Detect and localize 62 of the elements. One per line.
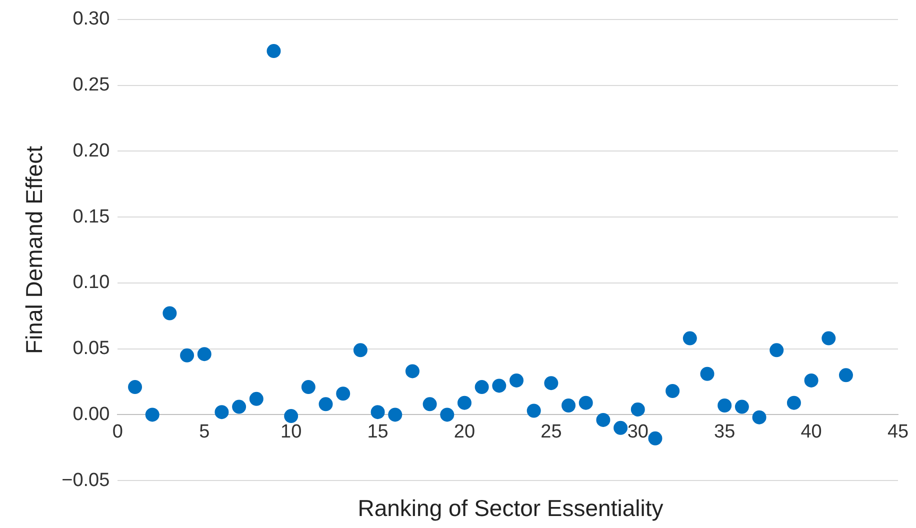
x-tick-label: 40: [800, 421, 822, 442]
point: [388, 408, 402, 422]
y-tick-label: 0.25: [72, 74, 110, 96]
point: [682, 331, 697, 346]
point: [804, 373, 818, 388]
point: [370, 405, 385, 420]
point: [614, 420, 628, 435]
point: [770, 343, 784, 358]
point: [180, 348, 194, 362]
point: [284, 409, 298, 424]
point: [578, 396, 593, 410]
point: [197, 347, 212, 362]
point: [544, 376, 558, 390]
point: [474, 380, 489, 394]
x-tick-label: 10: [280, 421, 302, 442]
point: [422, 397, 437, 412]
point: [301, 380, 316, 394]
x-tick-label: 5: [199, 421, 210, 442]
y-tick-label: 0.15: [72, 206, 110, 228]
y-tick-label: 0.20: [72, 140, 110, 162]
x-tick-label: 45: [887, 421, 909, 442]
point: [440, 408, 454, 422]
y-axis-title: Final Demand Effect: [21, 145, 48, 354]
y-tick-label: 0.00: [72, 404, 110, 425]
x-axis-title: Ranking of Sector Essentiality: [356, 495, 664, 522]
point: [510, 373, 524, 388]
point: [336, 386, 350, 401]
x-tick-label: 15: [367, 421, 388, 442]
y-tick-label: 0.30: [72, 8, 110, 30]
point: [232, 400, 246, 414]
point: [666, 384, 680, 398]
point: [405, 364, 420, 378]
x-tick-label: 25: [540, 421, 562, 442]
point: [562, 398, 576, 412]
x-tick-label: 0: [112, 421, 123, 442]
point: [630, 402, 645, 416]
point: [786, 396, 801, 410]
x-tick-label: 20: [454, 421, 476, 442]
x-tick-label: 35: [714, 421, 736, 442]
y-tick-label: 0.05: [72, 338, 110, 360]
x-tick-label: 30: [627, 421, 648, 442]
point: [128, 380, 142, 394]
point: [700, 366, 714, 381]
point: [596, 412, 610, 427]
point: [822, 331, 836, 346]
point: [718, 398, 732, 412]
point: [752, 410, 766, 424]
point: [492, 378, 506, 393]
y-tick-label: −0.05: [62, 470, 110, 491]
point: [249, 392, 264, 406]
point: [353, 343, 368, 358]
point: [145, 408, 160, 422]
point: [734, 400, 749, 414]
point: [526, 404, 541, 418]
point: [162, 306, 177, 320]
point: [648, 431, 662, 446]
point: [838, 368, 853, 382]
point: [266, 44, 281, 58]
point: [214, 405, 229, 420]
point: [318, 397, 333, 412]
y-tick-label: 0.10: [72, 272, 110, 294]
point: [457, 396, 472, 410]
